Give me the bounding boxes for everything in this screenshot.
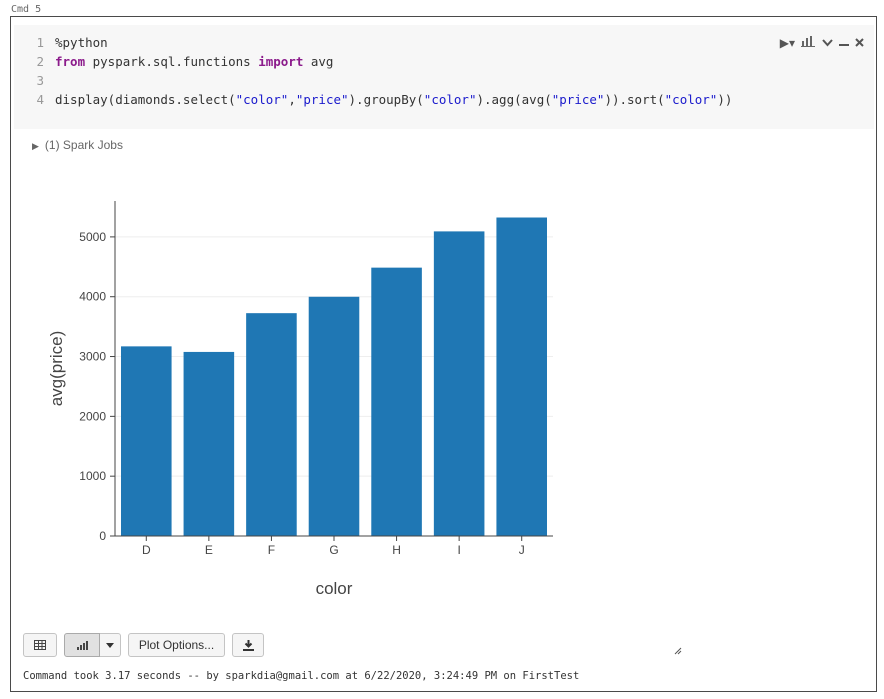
code-segment: ).agg(avg(	[476, 92, 552, 107]
y-tick-label: 0	[99, 529, 106, 543]
string-literal: "color"	[235, 92, 289, 107]
bar	[183, 351, 235, 536]
minimize-icon[interactable]	[839, 36, 849, 50]
chart-icon[interactable]	[801, 35, 816, 50]
chart-view-button[interactable]	[64, 633, 100, 657]
code-editor[interactable]: 1 2 3 4 %python from pyspark.sql.functio…	[14, 25, 874, 129]
import-name: avg	[303, 54, 334, 69]
run-cell-icon[interactable]: ▶▾	[779, 35, 795, 50]
x-tick-label: J	[519, 543, 525, 557]
bar-chart-icon	[76, 640, 88, 650]
line-number: 2	[36, 54, 44, 69]
spark-jobs-toggle[interactable]: ▶ (1) Spark Jobs	[32, 138, 123, 152]
cell-command-label: Cmd 5	[11, 4, 42, 15]
bar	[496, 217, 547, 536]
line-number: 1	[36, 35, 44, 50]
module-name: pyspark.sql.functions	[85, 54, 259, 69]
y-tick-label: 4000	[79, 290, 106, 304]
y-axis-label: avg(price)	[49, 331, 66, 407]
code-segment: display(diamonds.select(	[55, 92, 236, 107]
download-button[interactable]	[232, 633, 264, 657]
code-segment: ,	[288, 92, 296, 107]
string-literal: "color"	[664, 92, 718, 107]
y-tick-label: 2000	[79, 409, 106, 423]
magic-command: %python	[55, 35, 108, 50]
x-tick-label: G	[329, 543, 338, 557]
y-tick-label: 3000	[79, 350, 106, 364]
notebook-cell: 1 2 3 4 %python from pyspark.sql.functio…	[10, 16, 877, 692]
bar	[121, 346, 172, 536]
string-literal: "price"	[295, 92, 349, 107]
display-toolbar: Plot Options...	[23, 633, 264, 657]
line-number: 3	[36, 73, 44, 88]
x-tick-label: F	[268, 543, 275, 557]
x-tick-label: E	[205, 543, 213, 557]
plot-options-button[interactable]: Plot Options...	[128, 633, 225, 657]
chart-type-dropdown[interactable]	[100, 633, 121, 657]
caret-down-icon	[106, 642, 114, 648]
code-line-1: %python	[55, 35, 108, 50]
code-line-2: from pyspark.sql.functions import avg	[55, 54, 333, 69]
command-status-footer: Command took 3.17 seconds -- by sparkdia…	[23, 670, 580, 682]
cell-toolbar: ▶▾	[780, 35, 864, 50]
x-tick-label: I	[457, 543, 460, 557]
chart-view-group	[64, 633, 121, 657]
code-segment: ))	[717, 92, 733, 107]
bar	[246, 313, 297, 536]
string-literal: "color"	[423, 92, 477, 107]
y-tick-label: 1000	[79, 469, 106, 483]
string-literal: "price"	[551, 92, 605, 107]
x-tick-label: H	[392, 543, 401, 557]
table-icon	[34, 640, 46, 650]
keyword-from: from	[55, 54, 86, 69]
x-axis-label: color	[316, 579, 353, 598]
code-line-4: display(diamonds.select("color","price")…	[55, 92, 732, 107]
x-tick-label: D	[142, 543, 151, 557]
caret-right-icon: ▶	[32, 141, 39, 151]
close-icon[interactable]	[855, 36, 864, 50]
code-segment: ).groupBy(	[348, 92, 424, 107]
bar	[433, 231, 485, 536]
table-view-button[interactable]	[23, 633, 57, 657]
bar	[308, 296, 360, 536]
bar	[371, 267, 422, 536]
download-icon	[242, 639, 254, 651]
code-segment: )).sort(	[604, 92, 665, 107]
spark-jobs-label: (1) Spark Jobs	[44, 138, 123, 152]
y-tick-label: 5000	[79, 230, 106, 244]
line-number: 4	[36, 92, 44, 107]
resize-handle-icon[interactable]	[674, 647, 682, 658]
chevron-down-icon[interactable]	[822, 36, 833, 50]
keyword-import: import	[258, 54, 304, 69]
